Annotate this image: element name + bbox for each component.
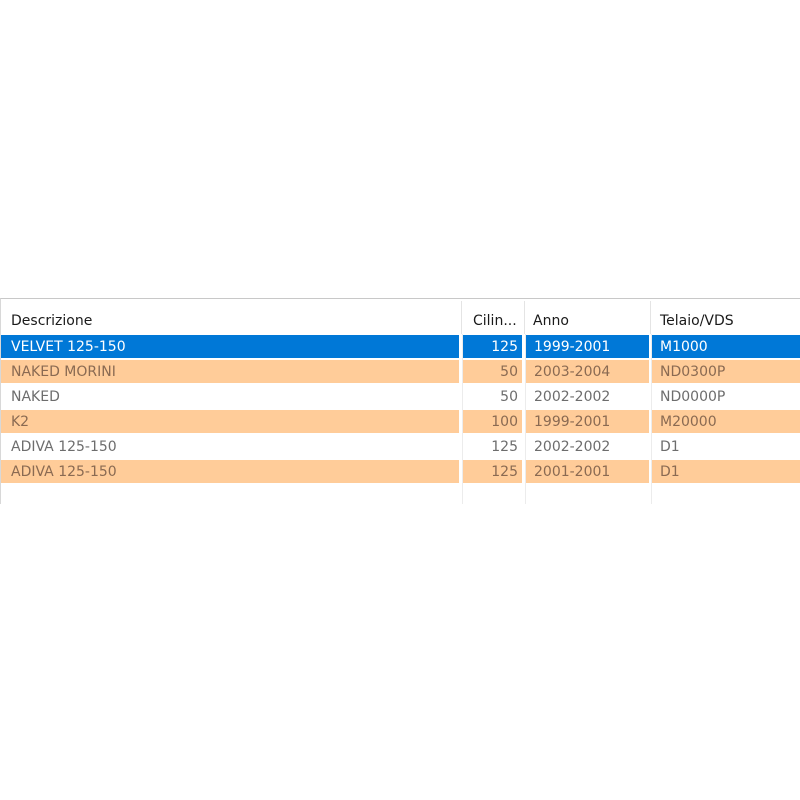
cell-cilindrata: 100 [463, 410, 522, 433]
cell-anno: 1999-2001 [526, 410, 649, 433]
cell-telaio: ND0000P [652, 385, 800, 408]
cell-cilindrata: 50 [463, 360, 522, 383]
cell-anno: 2002-2002 [526, 435, 649, 458]
cell-descrizione: ADIVA 125-150 [1, 460, 459, 483]
column-divider [525, 334, 526, 504]
cell-cilindrata: 125 [463, 435, 522, 458]
table-row[interactable]: K2 100 1999-2001 M20000 [1, 409, 800, 434]
cell-cilindrata: 125 [463, 335, 522, 358]
column-header-cilindrata[interactable]: Cilin... [462, 301, 525, 334]
cell-telaio: D1 [652, 460, 800, 483]
cell-telaio: M1000 [652, 335, 800, 358]
cell-descrizione: NAKED MORINI [1, 360, 459, 383]
cell-cilindrata: 50 [463, 385, 522, 408]
cell-anno: 1999-2001 [526, 335, 649, 358]
cell-descrizione: NAKED [1, 385, 459, 408]
cell-descrizione: ADIVA 125-150 [1, 435, 459, 458]
cell-descrizione: K2 [1, 410, 459, 433]
column-header-anno[interactable]: Anno [525, 301, 651, 334]
cell-telaio: M20000 [652, 410, 800, 433]
results-grid[interactable]: Descrizione Cilin... Anno Telaio/VDS VEL… [0, 298, 800, 504]
cell-anno: 2001-2001 [526, 460, 649, 483]
column-header-telaio[interactable]: Telaio/VDS [660, 313, 734, 329]
cell-descrizione: VELVET 125-150 [1, 335, 459, 358]
cell-anno: 2002-2002 [526, 385, 649, 408]
column-divider [651, 334, 652, 504]
cell-cilindrata: 125 [463, 460, 522, 483]
table-row[interactable]: NAKED 50 2002-2002 ND0000P [1, 384, 800, 409]
cell-anno: 2003-2004 [526, 360, 649, 383]
column-header-descrizione[interactable]: Descrizione [1, 301, 462, 334]
table-row[interactable]: VELVET 125-150 125 1999-2001 M1000 [1, 334, 800, 359]
cell-telaio: ND0300P [652, 360, 800, 383]
grid-header: Descrizione Cilin... Anno Telaio/VDS [1, 301, 800, 334]
table-row[interactable]: ADIVA 125-150 125 2001-2001 D1 [1, 459, 800, 484]
table-row[interactable]: ADIVA 125-150 125 2002-2002 D1 [1, 434, 800, 459]
column-divider [462, 334, 463, 504]
cell-telaio: D1 [652, 435, 800, 458]
table-row[interactable]: NAKED MORINI 50 2003-2004 ND0300P [1, 359, 800, 384]
